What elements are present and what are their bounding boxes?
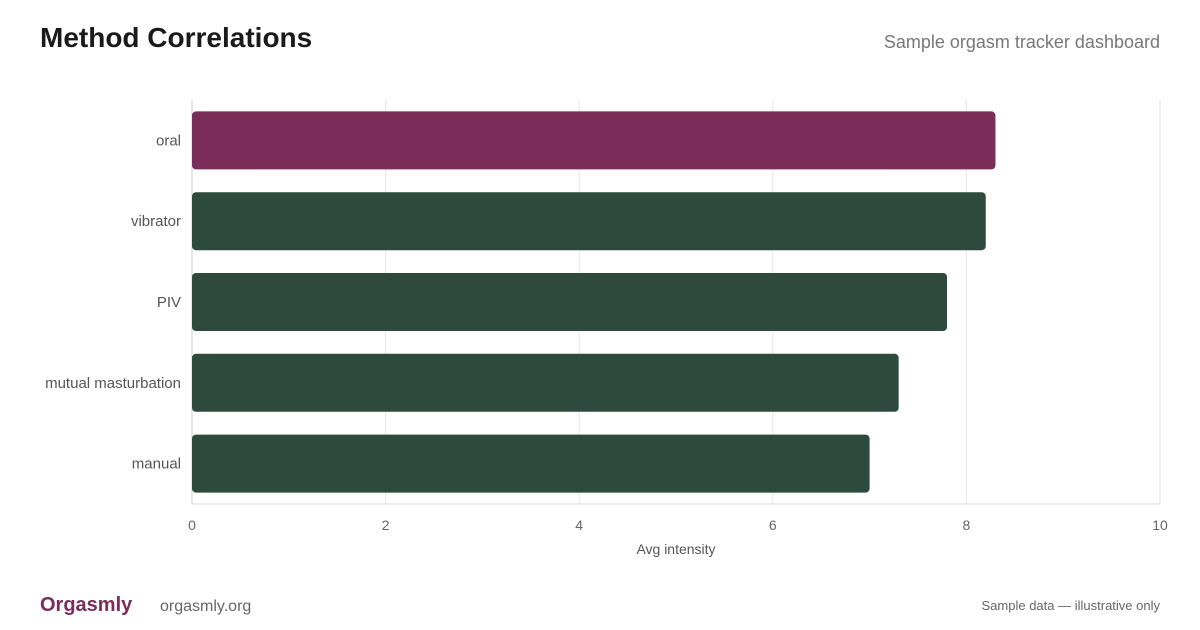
x-axis-title: Avg intensity: [636, 541, 715, 557]
category-label: manual: [132, 456, 181, 473]
category-label: oral: [156, 132, 181, 149]
x-tick-label: 6: [769, 517, 777, 533]
bar: [192, 111, 996, 170]
category-label: vibrator: [131, 213, 181, 230]
site-link[interactable]: orgasmly.org: [160, 598, 252, 615]
x-tick-label: 10: [1152, 517, 1168, 533]
page-subtitle: Sample orgasm tracker dashboard: [883, 32, 1160, 52]
bar: [192, 353, 899, 412]
x-tick-label: 8: [963, 517, 971, 533]
bar: [192, 273, 948, 331]
category-label: PIV: [157, 294, 181, 311]
page-title: Method Correlations: [40, 22, 313, 53]
bar: [192, 434, 870, 493]
sample-data-note: Sample data — illustrative only: [981, 598, 1160, 613]
x-tick-label: 0: [188, 517, 196, 533]
brand-logo: Orgasmly: [40, 594, 133, 616]
bar: [192, 192, 986, 251]
x-tick-label: 2: [382, 517, 390, 533]
x-tick-label: 4: [575, 517, 583, 533]
category-label: mutual masturbation: [45, 375, 181, 392]
